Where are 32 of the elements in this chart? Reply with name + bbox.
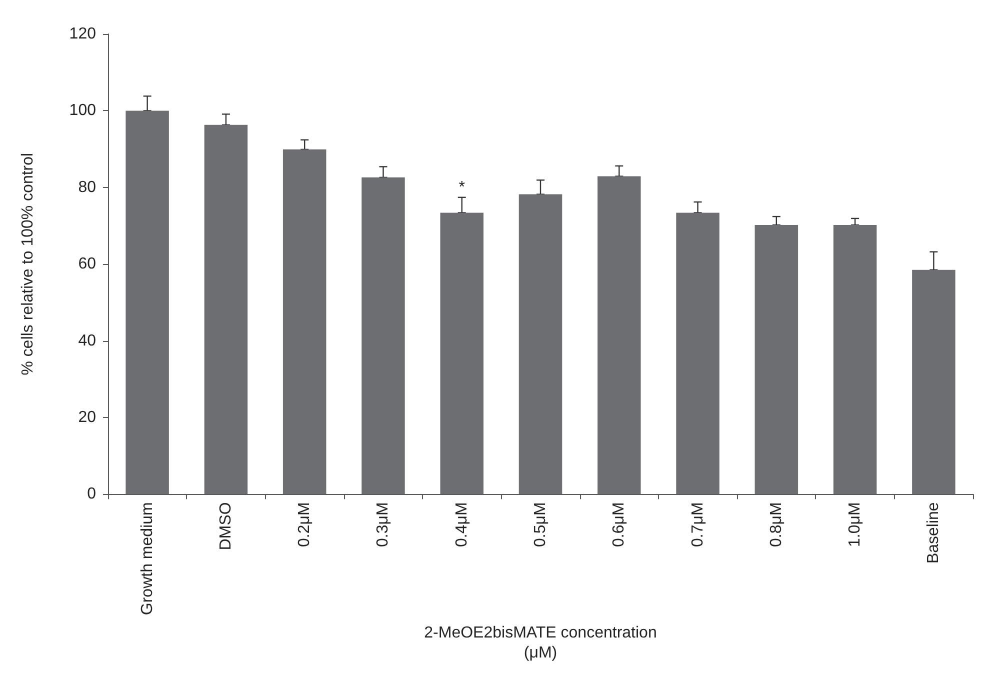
bar [362,177,405,494]
x-tick-label: DMSO [217,502,234,550]
bar [204,124,248,494]
x-tick-label: 1.0μM [846,502,864,547]
x-axis-title: 2-MeOE2bisMATE concentration (μM) [424,624,657,662]
bar [126,110,169,494]
y-tick-label: 20 [78,408,96,426]
x-tick-label: 0.5μM [532,502,549,547]
x-tick-label: 0.6μM [610,502,628,547]
y-axis-title: % cells relative to 100% control [20,152,36,376]
x-tick-label: Baseline [925,502,942,564]
x-tick-label: 0.4μM [453,502,470,547]
bar [912,270,956,494]
bar [833,224,877,494]
bar [676,212,720,494]
y-tick-label: 40 [78,332,96,350]
bar [440,212,484,494]
annotation: * [458,178,465,196]
bar [754,224,798,494]
x-tick-label: Growth medium [138,502,156,616]
bar [518,194,562,494]
y-tick-label: 60 [78,256,96,273]
x-tick-label: 0.3μM [374,502,392,547]
y-tick-label: 100 [69,102,96,120]
x-tick-label: 0.7μM [689,502,706,547]
x-tick-label: 0.2μM [296,502,314,547]
x-tick-label: 0.8μM [768,502,785,547]
y-tick-label: 0 [87,486,96,503]
bar [282,149,326,494]
bar [598,176,641,494]
y-tick-label: 80 [78,178,96,196]
y-tick-label: 120 [69,26,96,42]
